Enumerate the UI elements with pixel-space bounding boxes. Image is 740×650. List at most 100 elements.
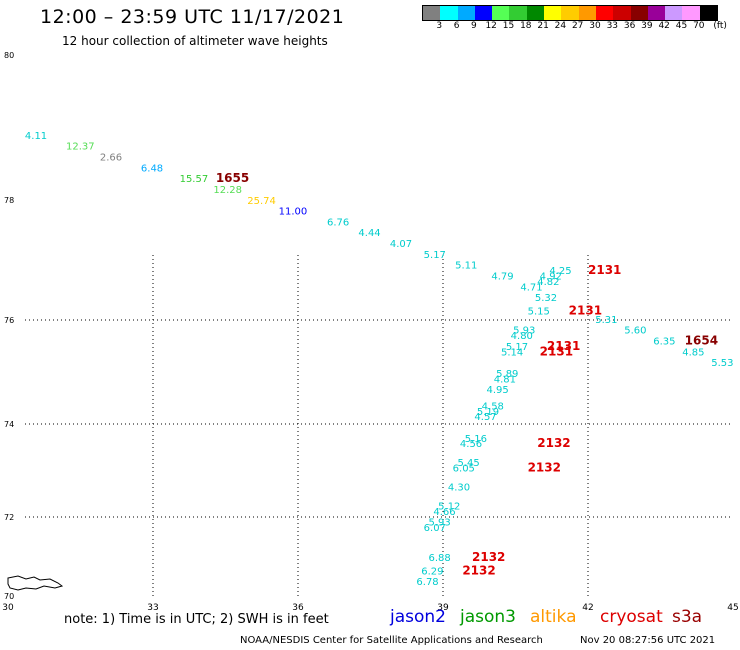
- wave-height-label: 5.16: [465, 434, 487, 445]
- color-scale-cell: [544, 6, 562, 20]
- latitude-tick-label: 76: [4, 316, 14, 325]
- latitude-tick-label: 80: [4, 51, 14, 60]
- color-scale-label: 18: [520, 21, 532, 31]
- color-scale-cell: [613, 6, 631, 20]
- longitude-tick-label: 39: [437, 603, 449, 613]
- wave-height-label: 4.30: [448, 483, 470, 494]
- wave-height-label: 15.57: [180, 174, 209, 185]
- color-scale-cell: [630, 6, 648, 20]
- wave-height-label: 4.56: [460, 439, 482, 450]
- wave-height-label: 6.29: [421, 566, 443, 577]
- color-scale-unit: (ft): [713, 21, 727, 31]
- color-scale-cell: [492, 6, 510, 20]
- color-scale-cell: [561, 6, 579, 20]
- pass-time-label: 2132: [462, 563, 495, 577]
- color-scale-cell: [647, 6, 666, 20]
- color-scale-cell: [474, 6, 493, 20]
- wave-height-label: 4.95: [487, 385, 509, 396]
- map-grid: [25, 255, 733, 596]
- color-scale-label: 21: [537, 21, 549, 31]
- generated-timestamp: Nov 20 08:27:56 UTC 2021: [580, 635, 716, 646]
- latitude-tick-label: 70: [4, 592, 14, 601]
- wave-height-label: 12.37: [66, 142, 95, 153]
- color-scale-labels: 3 6 9 12 15 18 21 24 27 30 33 36 39 42 45 70 (ft): [422, 21, 740, 33]
- wave-height-label: 6.48: [141, 163, 163, 174]
- wave-height-label: 4.92: [540, 272, 562, 283]
- color-scale-label: 39: [641, 21, 653, 31]
- color-scale-label: 42: [658, 21, 670, 31]
- wave-height-label: 4.25: [549, 266, 571, 277]
- wave-height-label: 4.81: [494, 374, 516, 385]
- color-scale-label: 27: [571, 21, 584, 31]
- color-scale-cell: [699, 6, 718, 20]
- wave-height-label: 5.31: [595, 315, 617, 326]
- wave-height-label: 5.17: [424, 250, 446, 261]
- color-scale-label: 70: [693, 21, 705, 31]
- longitude-tick-label: 36: [292, 603, 304, 613]
- longitude-tick-label: 45: [727, 603, 738, 613]
- wave-height-label: 5.14: [501, 347, 523, 358]
- pass-time-label: 2131: [588, 263, 621, 277]
- wave-height-label: 5.89: [496, 369, 518, 380]
- wave-height-label: 2.66: [100, 152, 122, 163]
- longitude-tick-label: 42: [582, 603, 593, 613]
- wave-height-label: 4.57: [474, 412, 496, 423]
- color-scale-label: 9: [471, 21, 477, 31]
- pass-time-label: 1654: [685, 333, 718, 347]
- wave-height-label: 6.78: [416, 577, 438, 588]
- pass-time-label: 2132: [537, 436, 570, 450]
- pass-time-label: 2131: [569, 304, 602, 318]
- wave-height-label: 4.44: [358, 228, 380, 239]
- wave-height-label: 5.60: [624, 326, 646, 337]
- footnote: note: 1) Time is in UTC; 2) SWH is in fe…: [64, 612, 329, 627]
- wave-height-label: 4.58: [482, 401, 504, 412]
- wave-height-label: 4.11: [25, 131, 47, 142]
- color-scale-label: 6: [453, 21, 460, 31]
- wave-height-label: 4.85: [682, 347, 704, 358]
- wave-height-label: 4.71: [520, 282, 542, 293]
- color-scale-label: 12: [485, 21, 497, 31]
- wave-height-label: 5.53: [711, 358, 733, 369]
- wave-height-label: 4.80: [511, 331, 533, 342]
- longitude-tick-label: 33: [147, 603, 158, 613]
- satellite-legend-jason2: jason2: [390, 607, 446, 627]
- landmass-outline: [7, 575, 64, 591]
- wave-height-label: 4.82: [537, 277, 559, 288]
- wave-height-label: 11.00: [279, 207, 308, 218]
- color-scale-label: 36: [623, 21, 636, 31]
- color-scale-cell: [682, 6, 700, 20]
- wave-height-label: 4.79: [491, 272, 513, 283]
- pass-time-label: 2132: [472, 550, 505, 564]
- wave-height-label: 5.93: [513, 326, 535, 337]
- pass-time-label: 2132: [528, 461, 561, 475]
- credit-text: NOAA/NESDIS Center for Satellite Applica…: [240, 635, 543, 646]
- satellite-legend-jason3: jason3: [460, 607, 516, 627]
- wave-height-label: 25.74: [247, 196, 276, 207]
- map-title: 12:00 – 23:59 UTC 11/17/2021: [40, 6, 345, 28]
- map-subtitle: 12 hour collection of altimeter wave hei…: [62, 34, 328, 48]
- wave-height-label: 4.07: [390, 239, 412, 250]
- wave-height-label: 4.66: [433, 507, 455, 518]
- wave-height-label: 5.11: [455, 261, 477, 272]
- wave-height-label: 5.17: [506, 342, 528, 353]
- color-scale-cell: [595, 6, 614, 20]
- wave-height-label: 5.93: [429, 518, 451, 529]
- wave-height-label: 6.88: [429, 553, 451, 564]
- color-scale-cell: [665, 6, 683, 20]
- longitude-tick-label: 30: [2, 603, 14, 613]
- color-scale-cell: [423, 6, 441, 20]
- wave-height-label: 6.76: [327, 217, 349, 228]
- wave-height-label: 5.15: [528, 307, 550, 318]
- color-scale-label: 33: [606, 21, 619, 31]
- latitude-tick-label: 72: [4, 513, 14, 522]
- color-scale-bar: [422, 5, 719, 21]
- wave-height-label: 5.45: [458, 458, 480, 469]
- color-scale-label: 15: [502, 21, 515, 31]
- color-scale-cell: [440, 6, 458, 20]
- wave-height-label: 5.12: [438, 501, 460, 512]
- color-scale-label: 3: [436, 21, 443, 31]
- latitude-tick-label: 74: [4, 420, 14, 429]
- wave-height-label: 6.05: [453, 464, 475, 475]
